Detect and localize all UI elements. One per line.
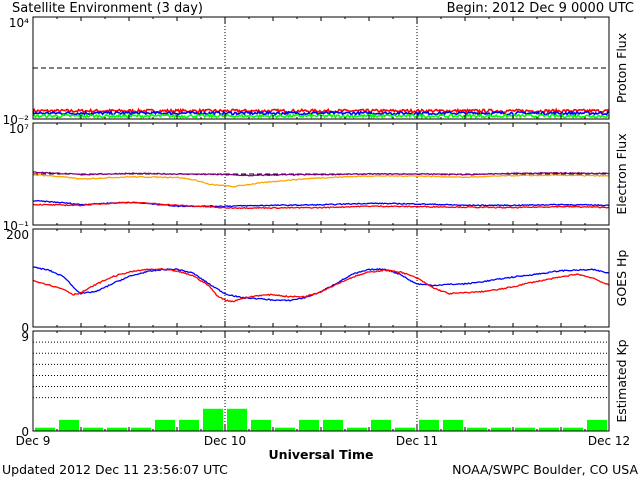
chart-title: Satellite Environment (3 day) <box>12 1 203 16</box>
proton-flux-axis-label: Proton Flux <box>614 33 629 103</box>
proton-flux-series-line <box>32 107 609 115</box>
kp-bar <box>35 427 55 431</box>
goes-hp-ytick-top: 200 <box>6 228 29 242</box>
kp-bar <box>515 427 535 431</box>
begin-time: Begin: 2012 Dec 9 0000 UTC <box>446 1 634 16</box>
kp-bar <box>179 419 199 431</box>
estimated-kp-axis-label: Estimated Kp <box>614 339 629 422</box>
kp-bar <box>467 427 487 431</box>
kp-bar <box>107 427 127 431</box>
kp-bar <box>323 419 343 431</box>
electron-flux-axis-label: Electron Flux <box>614 133 629 214</box>
kp-bar <box>395 427 415 431</box>
kp-bar <box>203 408 223 431</box>
kp-bar <box>371 419 391 431</box>
estimated-kp-ytick-top: 9 <box>21 330 29 344</box>
electron-flux-ytick-top: 10⁷ <box>9 122 29 136</box>
kp-bar <box>419 419 439 431</box>
electron-flux-series-line <box>32 201 610 210</box>
goes-hp-series-line <box>32 267 610 303</box>
goes-hp-axis-label: GOES Hp <box>614 250 629 307</box>
goes-hp-ytick-bottom: 0 <box>21 321 29 335</box>
kp-bar <box>83 427 103 431</box>
proton-flux-series-line <box>32 109 610 117</box>
estimated-kp-panel-frame <box>32 330 610 432</box>
updated-timestamp: Updated 2012 Dec 11 23:56:07 UTC <box>2 462 228 477</box>
x-tick-label: Dec 10 <box>204 434 246 448</box>
kp-bar <box>563 427 583 431</box>
electron-flux-series-line <box>32 171 609 177</box>
x-axis-title: Universal Time <box>269 447 374 462</box>
proton-flux-ytick-top: 10⁴ <box>9 16 29 30</box>
kp-bar <box>587 419 607 431</box>
kp-bar <box>347 427 367 431</box>
electron-flux-series-line <box>32 173 610 188</box>
goes-hp-panel-frame <box>32 228 610 328</box>
kp-bar <box>275 427 295 431</box>
kp-bar <box>299 419 319 431</box>
kp-bar <box>443 419 463 431</box>
kp-bar <box>491 427 511 431</box>
kp-bar <box>155 419 175 431</box>
estimated-kp-ytick-bottom: 0 <box>21 425 29 439</box>
electron-flux-ytick-bottom: 10⁻¹ <box>3 219 30 233</box>
credit-text: NOAA/SWPC Boulder, CO USA <box>452 462 638 477</box>
x-tick-label: Dec 9 <box>16 434 51 448</box>
kp-bar <box>227 408 247 431</box>
x-tick-label: Dec 11 <box>396 434 438 448</box>
kp-bar <box>59 419 79 431</box>
kp-bar <box>539 427 559 431</box>
kp-bar <box>131 427 151 431</box>
x-tick-label: Dec 12 <box>588 434 630 448</box>
proton-flux-ytick-bottom: 10⁻² <box>3 113 30 127</box>
kp-bar <box>251 419 271 431</box>
